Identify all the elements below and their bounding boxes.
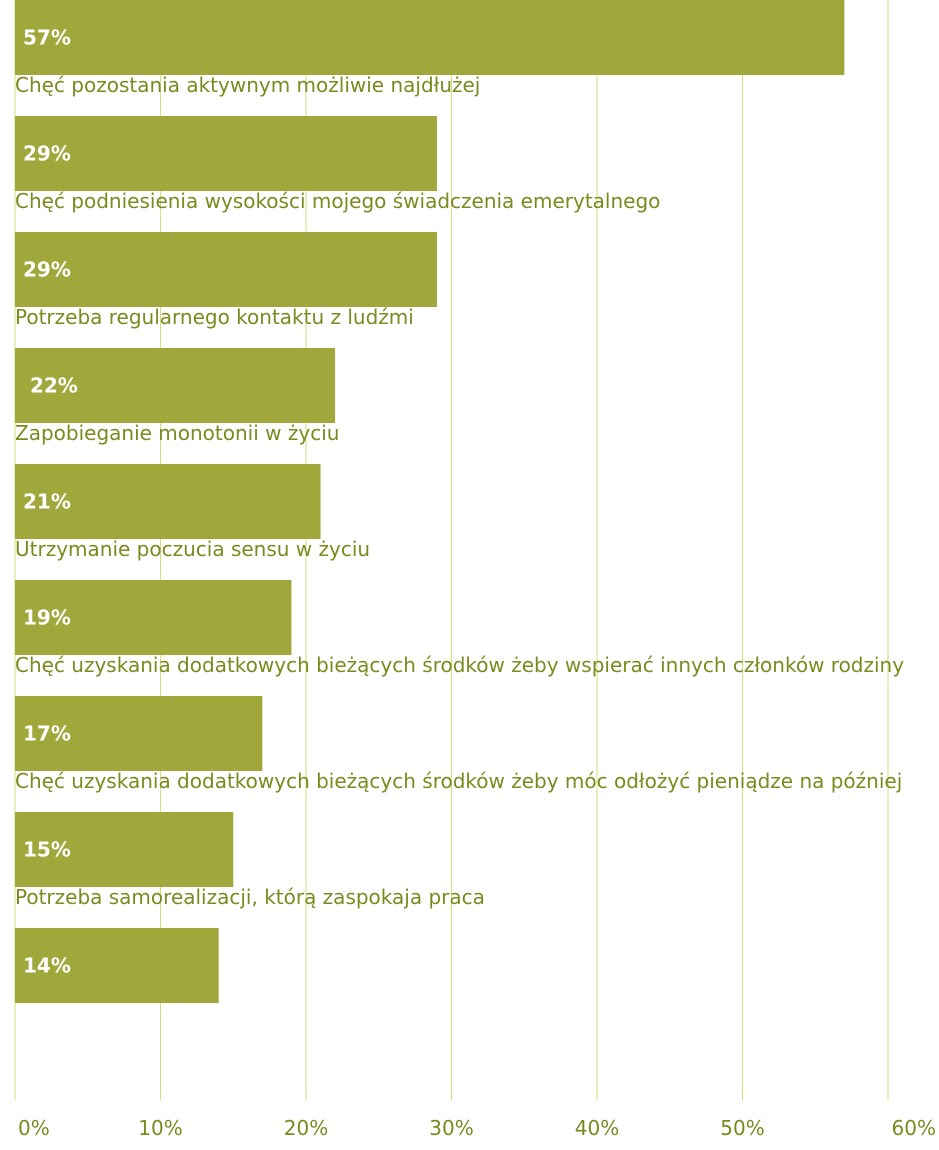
bar-0 [15,0,845,75]
x-tick-label-50: 50% [720,1116,764,1140]
x-tick-label-20: 20% [284,1116,328,1140]
category-label-3: Potrzeba regularnego kontaktu z ludźmi [15,305,414,329]
value-label-6: 17% [23,722,71,746]
value-label-1: 29% [23,142,71,166]
value-label-7: 15% [23,838,71,862]
category-label-1: Chęć pozostania aktywnym możliwie najdłu… [15,73,480,97]
bar-2 [15,232,437,307]
value-label-0: 57% [23,26,71,50]
value-label-8: 14% [23,954,71,978]
x-tick-label-40: 40% [575,1116,619,1140]
category-label-7: Chęć uzyskania dodatkowych bieżących śro… [15,769,902,793]
value-label-5: 19% [23,606,71,630]
bar-1 [15,116,437,191]
category-label-5: Utrzymanie poczucia sensu w życiu [15,537,370,561]
value-label-3: 22% [23,374,78,398]
value-label-2: 29% [23,258,71,282]
bar-3 [15,348,336,423]
bar-4 [15,464,321,539]
x-tick-label-0: 0% [18,1116,50,1140]
bar-8 [15,928,219,1003]
bar-6 [15,696,263,771]
x-tick-label-10: 10% [138,1116,182,1140]
bar-5 [15,580,292,655]
bar-7 [15,812,234,887]
x-tick-label-30: 30% [429,1116,473,1140]
category-label-8: Potrzeba samorealizacji, którą zaspokaja… [15,885,485,909]
value-label-4: 21% [23,490,71,514]
category-label-6: Chęć uzyskania dodatkowych bieżących śro… [15,653,904,677]
category-label-2: Chęć podniesienia wysokości mojego świad… [15,189,660,213]
x-tick-label-60: 60% [892,1116,936,1140]
category-label-4: Zapobieganie monotonii w życiu [15,421,339,445]
